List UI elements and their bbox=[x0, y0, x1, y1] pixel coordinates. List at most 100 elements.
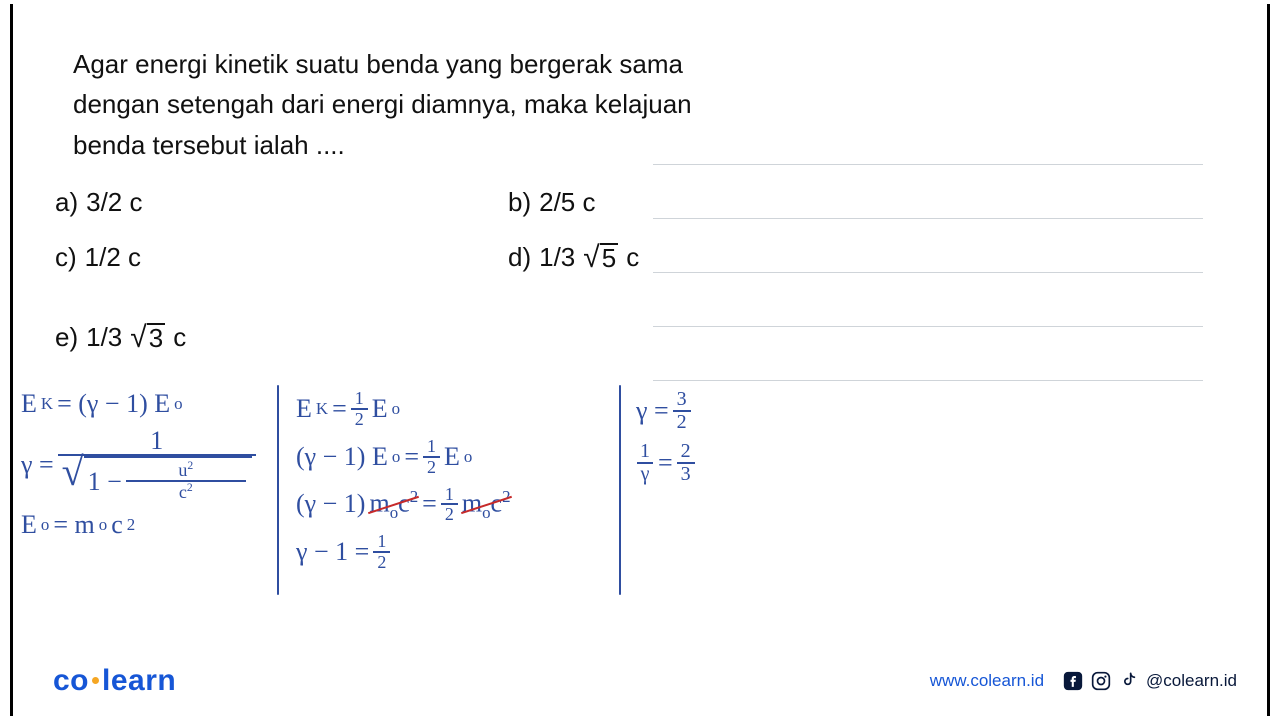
strike-left: moc2 bbox=[369, 487, 418, 523]
fraction: 1 γ bbox=[636, 441, 654, 485]
option-a-label: a) bbox=[55, 187, 78, 218]
txt: γ − 1 = bbox=[296, 537, 369, 567]
txt: 2 bbox=[351, 408, 368, 429]
txt: 2 bbox=[187, 459, 193, 472]
txt: c bbox=[111, 510, 123, 540]
tiktok-icon bbox=[1118, 670, 1140, 692]
social-icons: @colearn.id bbox=[1062, 670, 1237, 692]
txt: 2 bbox=[677, 441, 695, 462]
txt: (γ − 1) E bbox=[296, 442, 388, 472]
option-c-label: c) bbox=[55, 242, 77, 273]
option-e: e) 1/3 √ 3 c bbox=[55, 322, 186, 353]
txt: 1 − bbox=[88, 468, 122, 495]
eq-gamma-minus-1: γ − 1 = 1 2 bbox=[296, 532, 611, 572]
txt: K bbox=[316, 399, 328, 419]
option-b-value: 2/5 c bbox=[539, 187, 595, 218]
facebook-icon bbox=[1062, 670, 1084, 692]
eq-inverse-gamma: 1 γ = 2 3 bbox=[636, 441, 836, 485]
option-e-sqrt: √ 3 bbox=[130, 323, 165, 352]
option-e-suffix: c bbox=[173, 322, 186, 353]
logo-learn: learn bbox=[102, 664, 176, 697]
fraction: u2 c2 bbox=[126, 460, 246, 502]
txt: 1 bbox=[423, 437, 440, 456]
fraction: 1 2 bbox=[351, 389, 368, 429]
footer-url: www.colearn.id bbox=[930, 671, 1044, 691]
txt: 2 bbox=[127, 515, 135, 535]
txt: o bbox=[464, 447, 472, 467]
txt: E bbox=[21, 510, 37, 540]
sqrt: √ 1 − u2 c2 bbox=[62, 456, 252, 502]
ruled-line bbox=[653, 326, 1203, 327]
den: c2 bbox=[126, 480, 246, 502]
eq-substitute-eo: (γ − 1) Eo = 1 2 Eo bbox=[296, 437, 611, 477]
eq-gamma-value: γ = 3 2 bbox=[636, 389, 836, 433]
txt: 2 bbox=[502, 487, 510, 506]
logo-dot-icon bbox=[92, 677, 99, 684]
work-column-2: EK = 1 2 Eo (γ − 1) Eo = 1 2 Eo (γ − 1) bbox=[296, 389, 611, 572]
eq-cancel-mc2: (γ − 1) moc2 = 1 2 moc2 bbox=[296, 485, 611, 525]
option-b: b) 2/5 c bbox=[508, 187, 596, 218]
divider-1 bbox=[277, 385, 279, 595]
txt: = bbox=[658, 448, 673, 478]
fraction: 1 2 bbox=[441, 485, 458, 525]
txt: o bbox=[174, 394, 182, 414]
txt: m bbox=[369, 488, 389, 517]
txt: u bbox=[178, 460, 187, 480]
radical-icon: √ bbox=[62, 456, 84, 488]
txt: = bbox=[422, 489, 437, 519]
radicand: 1 − u2 c2 bbox=[84, 456, 252, 502]
instagram-icon bbox=[1090, 670, 1112, 692]
ruled-line bbox=[653, 164, 1203, 165]
radical-icon: √ bbox=[130, 327, 146, 348]
strike-right: moc2 bbox=[462, 487, 511, 523]
txt: γ = bbox=[636, 396, 669, 426]
page-frame: Agar energi kinetik suatu benda yang ber… bbox=[10, 4, 1270, 716]
footer-handle: @colearn.id bbox=[1146, 671, 1237, 691]
txt: 2 bbox=[373, 551, 390, 572]
option-d-suffix: c bbox=[626, 242, 639, 273]
txt: 2 bbox=[673, 410, 691, 433]
divider-2 bbox=[619, 385, 621, 595]
option-a: a) 3/2 c bbox=[55, 187, 143, 218]
work-column-3: γ = 3 2 1 γ = 2 3 bbox=[636, 389, 836, 485]
txt: 1 bbox=[441, 485, 458, 504]
footer-right: www.colearn.id @colearn.id bbox=[930, 670, 1237, 692]
option-d-prefix: 1/3 bbox=[539, 242, 575, 273]
txt: E bbox=[21, 389, 37, 419]
ruled-line bbox=[653, 380, 1203, 381]
txt: c bbox=[398, 488, 410, 517]
txt: o bbox=[392, 399, 400, 419]
txt: 2 bbox=[187, 481, 193, 494]
fraction: 1 √ 1 − u2 c2 bbox=[58, 427, 256, 502]
option-d-radicand: 5 bbox=[600, 243, 618, 272]
txt: E bbox=[372, 394, 388, 424]
txt: o bbox=[99, 515, 107, 535]
txt: = (γ − 1) E bbox=[57, 389, 170, 419]
txt: K bbox=[41, 394, 53, 414]
fraction: 3 2 bbox=[673, 389, 691, 433]
eq-gamma-definition: γ = 1 √ 1 − u2 c2 bbox=[21, 427, 271, 502]
txt: = bbox=[404, 442, 419, 472]
option-c: c) 1/2 c bbox=[55, 242, 141, 273]
ruled-line bbox=[653, 218, 1203, 219]
txt: 2 bbox=[441, 503, 458, 524]
eq-rest-energy: Eo = mo c2 bbox=[21, 510, 271, 540]
txt: 1 bbox=[373, 532, 390, 551]
txt: 3 bbox=[677, 462, 695, 485]
brand-logo: colearn bbox=[53, 664, 176, 698]
txt: c bbox=[179, 482, 187, 502]
footer: colearn www.colearn.id @colearn.id bbox=[53, 664, 1237, 698]
option-d-sqrt: √ 5 bbox=[583, 243, 618, 272]
txt: 2 bbox=[410, 487, 418, 506]
option-e-radicand: 3 bbox=[147, 323, 165, 352]
txt: m bbox=[462, 488, 482, 517]
txt: 1 bbox=[146, 427, 167, 454]
txt: o bbox=[41, 515, 49, 535]
option-d: d) 1/3 √ 5 c bbox=[508, 242, 639, 273]
txt: o bbox=[482, 502, 490, 521]
option-b-label: b) bbox=[508, 187, 531, 218]
txt: 1 bbox=[636, 441, 654, 462]
option-d-label: d) bbox=[508, 242, 531, 273]
txt: E bbox=[296, 394, 312, 424]
txt: 2 bbox=[423, 456, 440, 477]
